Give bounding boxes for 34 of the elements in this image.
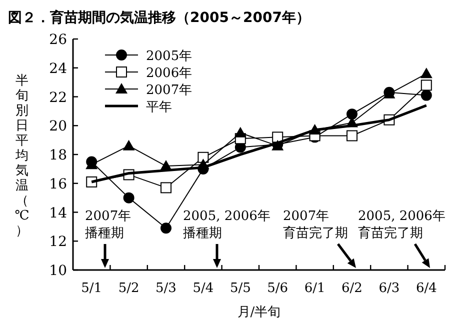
annotation: 育苗完了期: [358, 225, 423, 241]
legend-label: 平年: [146, 100, 172, 115]
y-tick-label: 22: [49, 90, 67, 106]
x-tick-label: 6/4: [416, 281, 437, 296]
y-tick-label: 14: [49, 205, 68, 222]
y-tick-label: 18: [49, 148, 67, 164]
annotation: 播種期: [85, 226, 124, 241]
y-tick-label: 20: [49, 118, 67, 135]
legend-label: 2006年: [146, 66, 192, 81]
x-tick-label: 6/2: [342, 281, 362, 296]
x-tick-label: 6/1: [304, 281, 326, 296]
annotation: 2005, 2006年: [183, 209, 270, 224]
x-tick-label: 5/1: [81, 281, 102, 296]
legend-label: 2007年: [146, 83, 192, 98]
legend-label: 2005年: [146, 49, 192, 64]
y-tick-label: 10: [49, 263, 67, 279]
x-tick-label: 5/3: [156, 281, 176, 296]
annotation: 2005, 2006年: [358, 209, 446, 224]
y-tick-label: 26: [49, 32, 68, 48]
y-tick-label: 12: [49, 234, 67, 250]
x-tick-label: 5/5: [230, 281, 251, 296]
chart-title: 図２．育苗期間の気温推移（2005～2007年）: [8, 9, 310, 26]
annotation: 播種期: [183, 226, 222, 241]
x-tick-label: 5/2: [118, 281, 140, 296]
y-tick-label: 16: [49, 176, 68, 192]
x-tick-label: 5/4: [192, 281, 214, 296]
annotation: 2007年: [85, 209, 132, 224]
x-tick-label: 5/6: [267, 281, 288, 296]
text: 半旬別日平均気温（℃）: [14, 74, 30, 238]
annotation: 育苗完了期: [283, 225, 348, 241]
annotation: 2007年: [283, 209, 330, 224]
x-tick-label: 6/3: [378, 281, 400, 296]
y-tick-label: 24: [49, 60, 68, 77]
x-axis-title: 月/半旬: [237, 305, 281, 320]
